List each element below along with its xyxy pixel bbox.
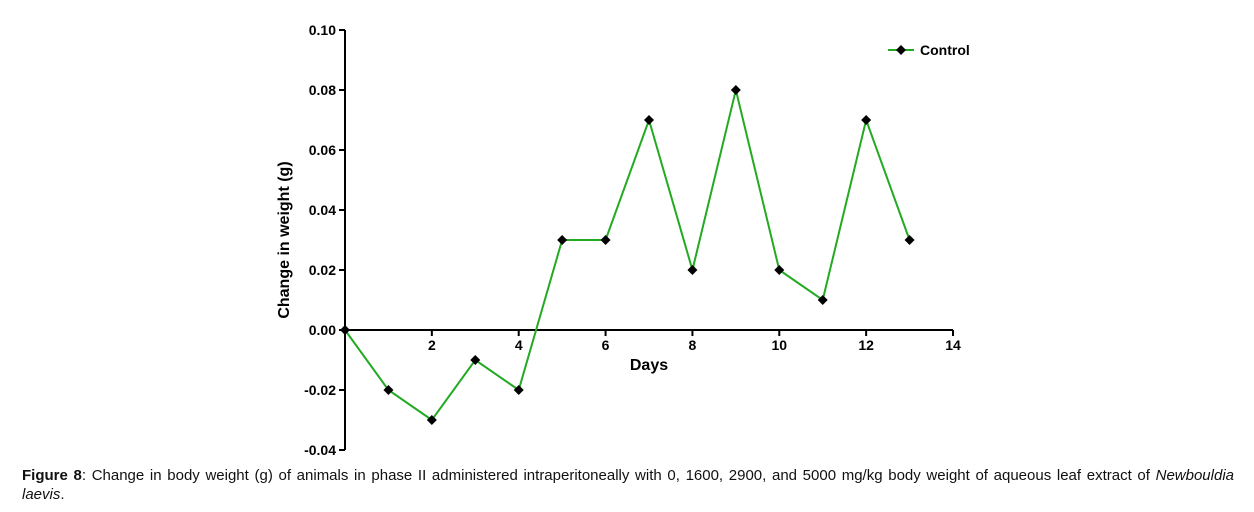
- y-axis-title: Change in weight (g): [276, 161, 293, 318]
- x-tick-label: 12: [858, 337, 874, 353]
- figure-caption: Figure 8: Change in body weight (g) of a…: [22, 466, 1234, 504]
- caption-figure-label: Figure 8: [22, 467, 82, 484]
- series-line-control: [344, 89, 911, 422]
- x-tick-label: 8: [689, 337, 697, 353]
- data-point: [644, 115, 654, 125]
- data-point: [687, 265, 698, 275]
- data-point: [861, 115, 872, 125]
- data-point: [470, 355, 481, 365]
- x-tick-label: 6: [602, 337, 610, 353]
- chart-series: [340, 85, 915, 425]
- y-tick-label: 0.10: [309, 22, 336, 38]
- x-tick-label: 14: [945, 337, 961, 353]
- data-point: [557, 235, 568, 245]
- x-tick-label: 2: [428, 337, 436, 353]
- x-tick-label: 10: [771, 337, 787, 353]
- data-point: [730, 85, 741, 95]
- data-point: [600, 235, 611, 245]
- y-tick-label: 0.08: [309, 82, 336, 98]
- x-axis-title: Days: [630, 357, 668, 374]
- caption-species: Newbouldia laevis: [22, 467, 1234, 503]
- data-point: [340, 325, 350, 335]
- data-point: [426, 415, 437, 425]
- y-tick-label: 0.02: [309, 262, 336, 278]
- data-point: [817, 295, 828, 305]
- data-point: [513, 385, 524, 395]
- line-chart: 0.10 0.08 0.06 0.04 0.02 0.00 -0.02 -0.04 2 4 6 8 10…: [276, 22, 970, 458]
- data-point: [904, 235, 915, 245]
- x-tick-label: 4: [515, 337, 523, 353]
- legend-label-control: Control: [920, 42, 970, 58]
- legend: Control: [888, 42, 970, 58]
- legend-marker-control: [896, 45, 906, 55]
- chart-ticks: 0.10 0.08 0.06 0.04 0.02 0.00 -0.02 -0.04 2 4 6 8 10…: [304, 22, 961, 458]
- caption-text: : Change in body weight (g) of animals i…: [81, 467, 1156, 484]
- chart-axes: [344, 30, 953, 450]
- data-point: [774, 265, 785, 275]
- data-point: [383, 385, 394, 395]
- y-tick-label: -0.04: [304, 442, 336, 458]
- y-tick-label: 0.04: [309, 202, 336, 218]
- caption-end: .: [60, 486, 65, 503]
- y-tick-label: -0.02: [304, 382, 336, 398]
- y-tick-label: 0.00: [309, 322, 336, 338]
- y-tick-label: 0.06: [309, 142, 336, 158]
